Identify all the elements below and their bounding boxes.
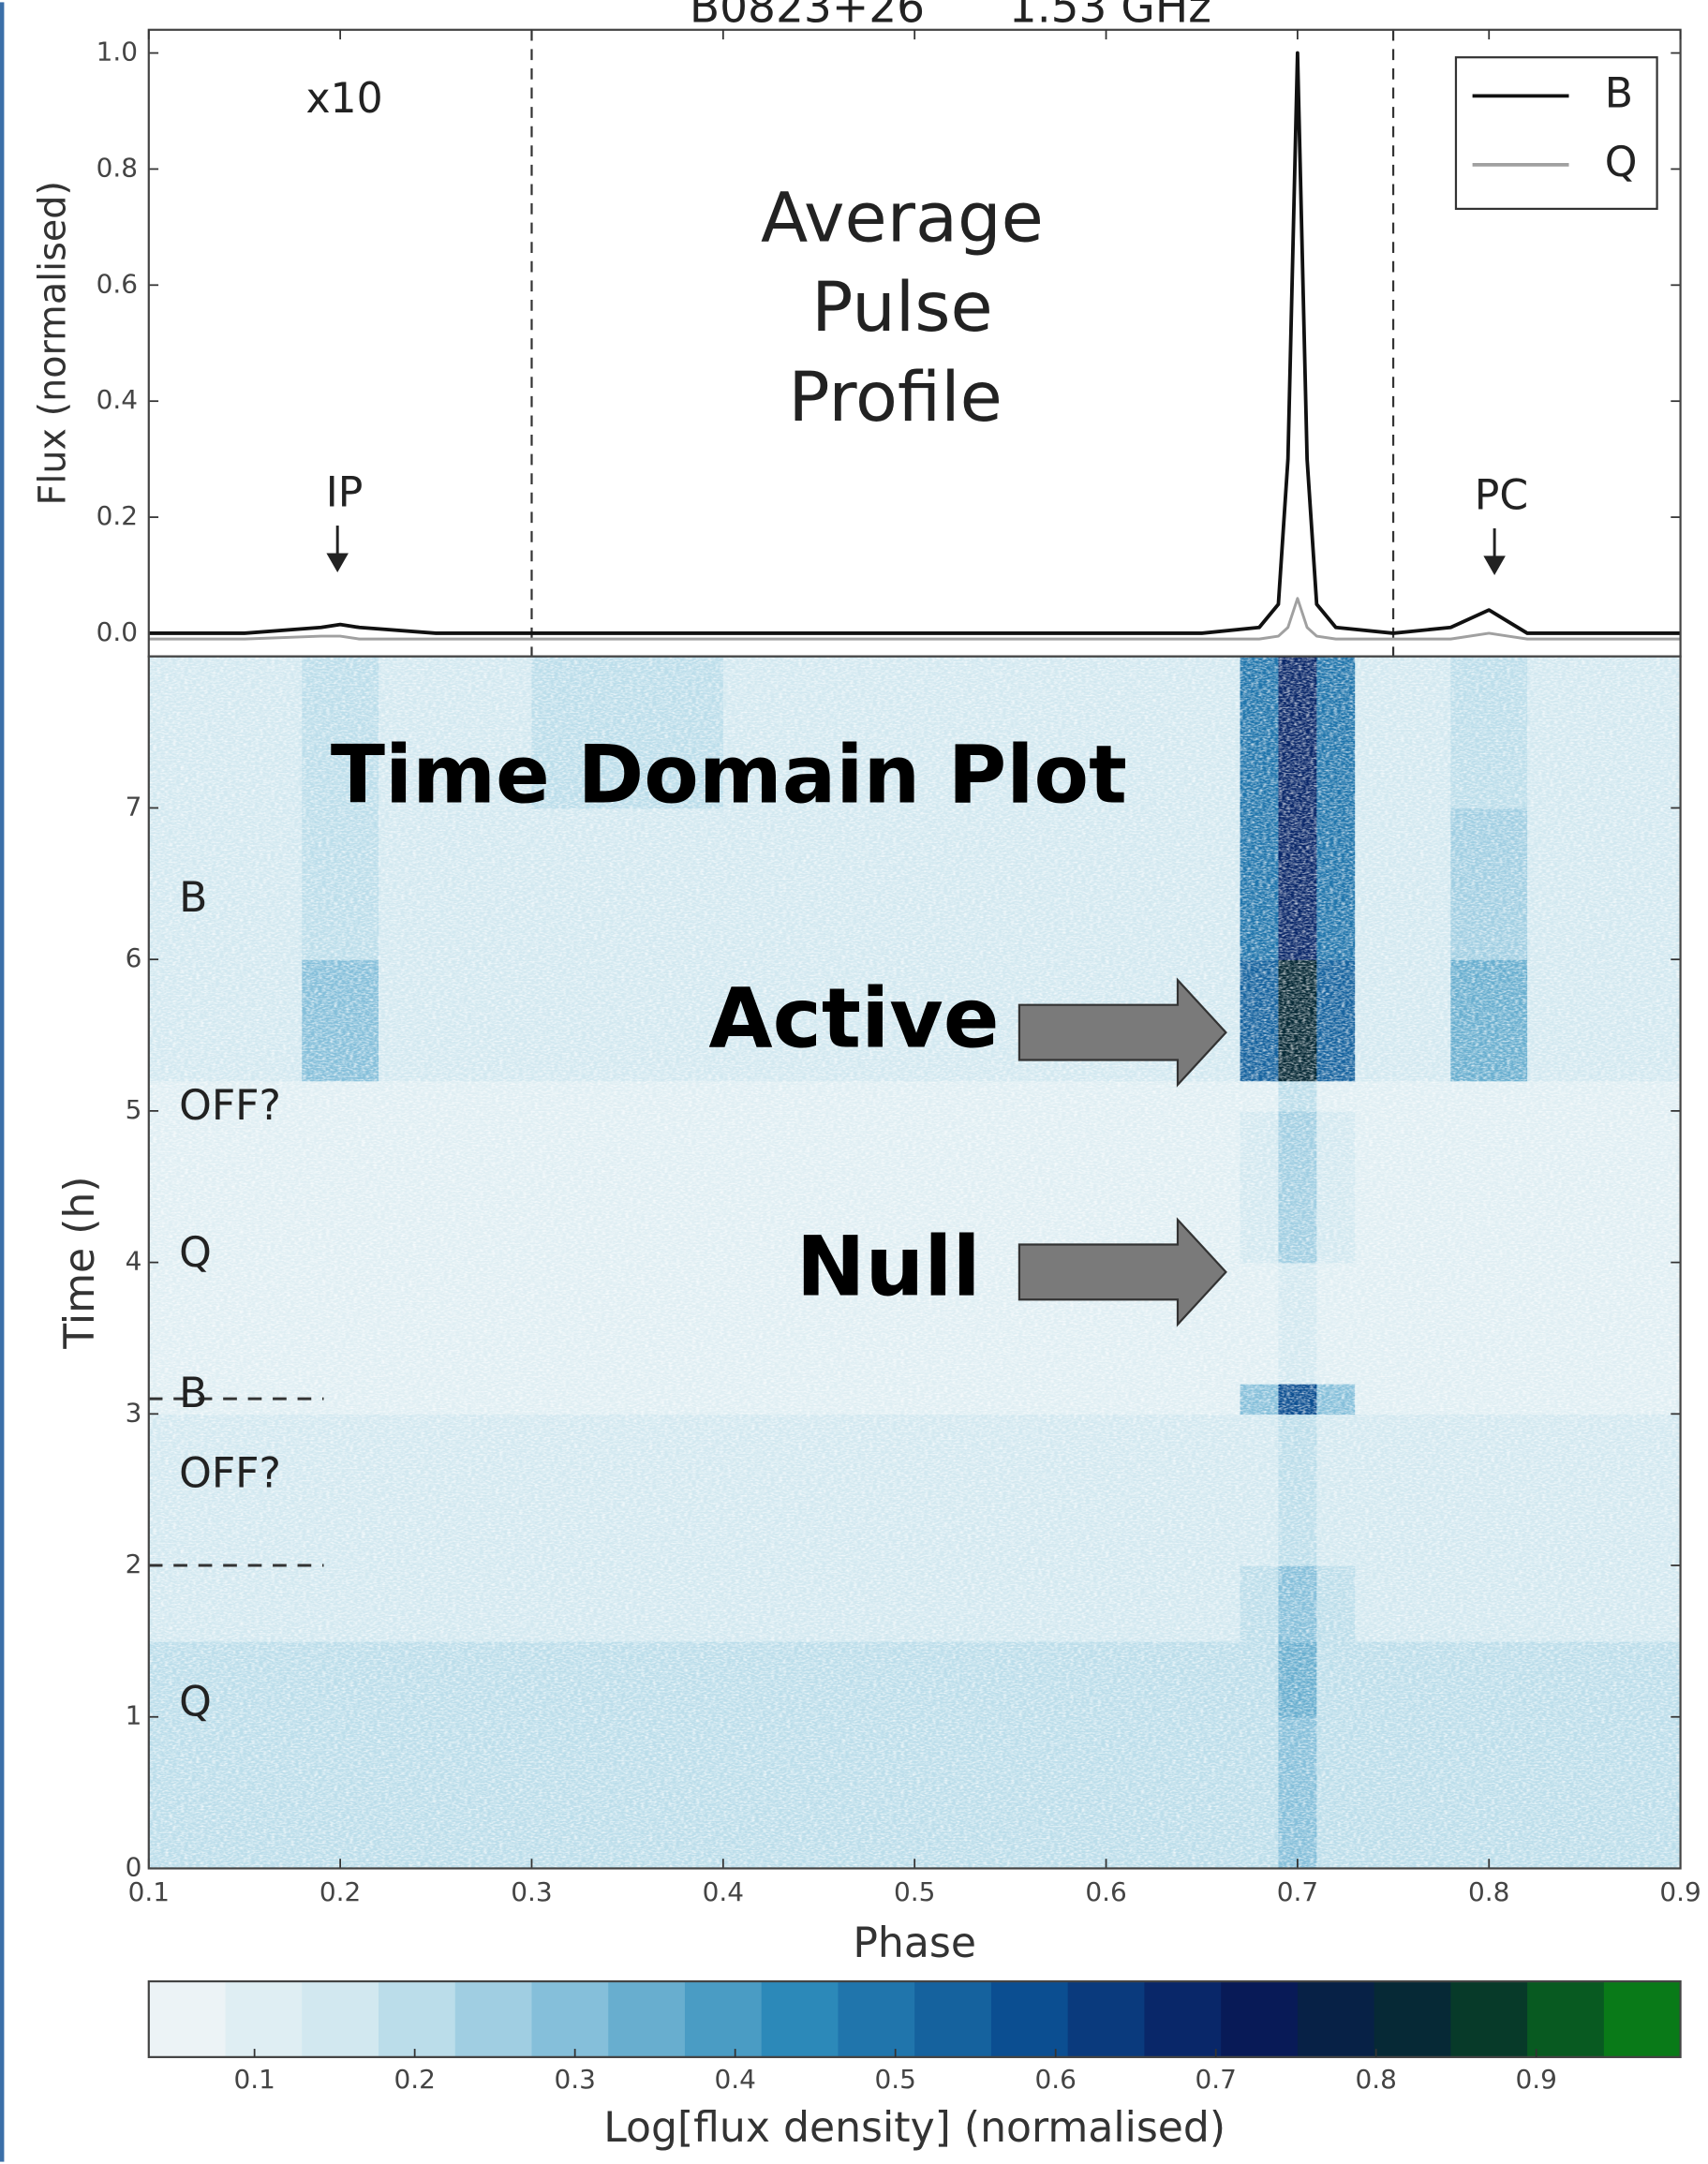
colorbar-swatch [454, 1981, 533, 2057]
x-tick-label: 0.3 [511, 1876, 552, 1907]
y-tick-label: 1.0 [97, 37, 138, 67]
pointer-arrow [1017, 977, 1227, 1088]
colorbar-swatch [225, 1981, 303, 2057]
x-tick-label: 0.4 [703, 1876, 744, 1907]
annotation: B [179, 1370, 207, 1417]
annotation: Profile [788, 358, 1003, 437]
colorbar-tick-label: 0.3 [554, 2064, 595, 2095]
colorbar-tick-label: 0.2 [394, 2064, 435, 2095]
annotation: OFF? [179, 1449, 281, 1497]
window-edge [0, 2, 5, 2162]
colorbar-swatch [914, 1981, 992, 2057]
x-tick-label: 0.6 [1085, 1876, 1126, 1907]
y-tick-label: 7 [126, 791, 142, 822]
profile-line [148, 51, 1681, 635]
y-tick-label: 2 [126, 1549, 142, 1579]
colorbar-tick-label: 0.8 [1355, 2064, 1396, 2095]
colorbar-swatch [531, 1981, 609, 2057]
colorbar-swatch [1603, 1981, 1682, 2057]
legend-label: B [1605, 69, 1633, 117]
y-axis-label: Flux (normalised) [31, 181, 74, 505]
colorbar-swatch [1297, 1981, 1375, 2057]
annotation: PC [1475, 472, 1528, 520]
annotation: Null [796, 1218, 981, 1314]
y-tick-label: 0 [126, 1851, 142, 1882]
colorbar-swatch [1144, 1981, 1222, 2057]
x-tick-label: 0.9 [1659, 1876, 1701, 1907]
pointer-arrow [1017, 1217, 1227, 1327]
colorbar-swatch [761, 1981, 839, 2057]
y-tick-label: 0.0 [97, 616, 138, 647]
colorbar-tick-label: 0.6 [1034, 2064, 1076, 2095]
colorbar-tick-label: 0.9 [1515, 2064, 1556, 2095]
x-tick-label: 0.2 [319, 1876, 361, 1907]
colorbar-swatch [1374, 1981, 1452, 2057]
y-tick-label: 0.4 [97, 384, 138, 415]
colorbar-swatch [1067, 1981, 1146, 2057]
legend-label: Q [1605, 139, 1638, 186]
x-tick-label: 0.8 [1468, 1876, 1509, 1907]
colorbar-swatch [1221, 1981, 1299, 2057]
annotation: Q [179, 1229, 212, 1277]
y-tick-label: 0.2 [97, 500, 138, 531]
y-tick-label: 6 [126, 942, 142, 973]
colorbar-tick-label: 0.5 [874, 2064, 915, 2095]
colorbar-swatch [1450, 1981, 1528, 2057]
annotation: x10 [305, 75, 382, 123]
colorbar-tick-label: 0.4 [714, 2064, 755, 2095]
y-tick-label: 0.8 [97, 152, 138, 183]
x-tick-label: 0.7 [1277, 1876, 1318, 1907]
colorbar-swatch [608, 1981, 686, 2057]
profile-line [148, 597, 1681, 641]
annotation: OFF? [179, 1082, 281, 1130]
annotation: Active [708, 971, 999, 1067]
arrow-head [326, 553, 349, 573]
y-tick-label: 3 [126, 1397, 142, 1428]
colorbar-swatch [302, 1981, 379, 2057]
y-tick-label: 0.6 [97, 268, 138, 299]
annotation: Pulse [811, 268, 993, 348]
annotation: Time Domain Plot [331, 729, 1127, 822]
annotation: Average [761, 179, 1044, 259]
colorbar-tick-label: 0.7 [1195, 2064, 1236, 2095]
colorbar-label: Log[flux density] (normalised) [603, 2104, 1225, 2152]
y-tick-label: 1 [126, 1700, 142, 1731]
x-tick-label: 0.5 [894, 1876, 935, 1907]
x-tick-label: 0.1 [128, 1876, 170, 1907]
arrow-head [1483, 556, 1506, 575]
colorbar-swatch [838, 1981, 915, 2057]
colorbar-swatch [990, 1981, 1069, 2057]
texture [148, 656, 1681, 1869]
chart-title: B0823+26 1.53 GHz [690, 0, 1211, 34]
axes-frame [147, 655, 1682, 1870]
colorbar-swatch [684, 1981, 763, 2057]
annotation: IP [326, 469, 364, 517]
legend-box [1454, 56, 1658, 211]
y-axis-label: Time (h) [56, 1176, 104, 1349]
colorbar-tick-label: 0.1 [233, 2064, 275, 2095]
annotation: B [179, 874, 207, 922]
colorbar-swatch [1527, 1981, 1605, 2057]
annotation: Q [179, 1679, 212, 1727]
x-axis-label: Phase [853, 1919, 976, 1967]
y-tick-label: 4 [126, 1246, 142, 1277]
colorbar-swatch [379, 1981, 456, 2057]
colorbar-swatch [148, 1981, 227, 2057]
colorbar-frame [147, 1979, 1682, 2058]
y-tick-label: 5 [126, 1094, 142, 1125]
